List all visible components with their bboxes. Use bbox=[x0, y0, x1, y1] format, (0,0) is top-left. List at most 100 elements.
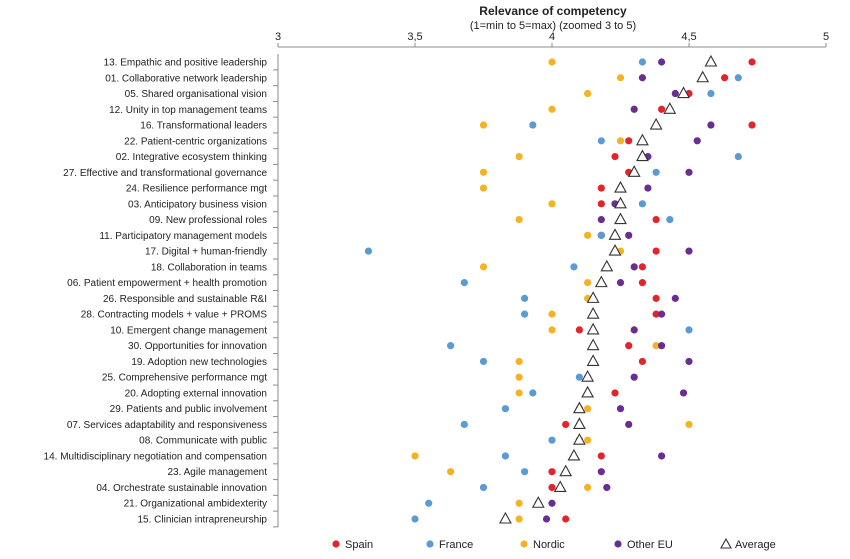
data-point-spain bbox=[597, 184, 605, 192]
data-point-spain bbox=[625, 342, 633, 350]
data-point-average bbox=[635, 133, 649, 146]
data-point-france bbox=[447, 342, 455, 350]
data-point-nordic bbox=[515, 357, 523, 366]
data-point-average bbox=[663, 102, 677, 114]
data-point-average bbox=[608, 243, 622, 256]
data-point-nordic bbox=[584, 405, 592, 413]
data-point-spain bbox=[548, 483, 556, 492]
category-label: 20. Adopting external innovation bbox=[125, 388, 267, 399]
data-point-nordic bbox=[548, 310, 556, 318]
category-label: 18. Collaboration in teams bbox=[151, 262, 267, 273]
category-label: 25. Comprehensive performance mgt bbox=[102, 373, 267, 384]
legend-label: Average bbox=[735, 539, 776, 551]
data-point-france bbox=[548, 436, 556, 444]
data-point-average bbox=[614, 196, 627, 209]
data-point-other-eu bbox=[707, 121, 715, 129]
data-point-nordic bbox=[652, 342, 660, 350]
series-spain bbox=[534, 58, 756, 523]
data-point-nordic bbox=[616, 137, 625, 145]
data-point-other-eu bbox=[685, 247, 693, 255]
data-point-average bbox=[559, 464, 573, 477]
legend-marker bbox=[614, 540, 622, 548]
data-point-nordic bbox=[548, 200, 556, 208]
category-label: 29. Patients and public involvement bbox=[110, 404, 268, 415]
data-point-average bbox=[627, 165, 641, 177]
data-point-france bbox=[529, 389, 537, 397]
data-point-france bbox=[638, 200, 647, 208]
category-label: 09. New professional roles bbox=[149, 215, 267, 226]
data-point-average bbox=[498, 511, 512, 524]
data-point-other-eu bbox=[685, 168, 693, 176]
data-point-average bbox=[649, 117, 663, 130]
data-point-france bbox=[570, 263, 578, 271]
data-point-france bbox=[597, 137, 605, 145]
data-point-france bbox=[734, 152, 742, 161]
x-tick-label: 4,5 bbox=[681, 31, 696, 43]
data-point-other-eu bbox=[679, 389, 688, 397]
legend-marker bbox=[520, 540, 528, 548]
data-point-other-eu bbox=[630, 326, 638, 334]
category-label: 12. Unity in top management teams bbox=[109, 105, 267, 116]
data-point-nordic bbox=[515, 499, 523, 507]
category-labels: 13. Empathic and positive leadership 01. … bbox=[44, 58, 278, 528]
legend-label: Spain bbox=[345, 539, 373, 551]
data-point-average bbox=[572, 433, 586, 445]
category-label: 10. Emergent change management bbox=[110, 325, 267, 336]
data-point-other-eu bbox=[625, 231, 633, 239]
data-point-other-eu bbox=[630, 263, 638, 271]
legend: Spain France Nordic Other EU Average bbox=[332, 537, 776, 551]
category-label: 05. Shared organisational vision bbox=[125, 89, 267, 100]
data-point-average bbox=[696, 70, 710, 83]
category-label: 15. Clinician intrapreneurship bbox=[137, 515, 267, 526]
data-point-spain bbox=[611, 152, 619, 161]
data-point-spain bbox=[638, 279, 647, 287]
category-label: 02. Integrative ecosystem thinking bbox=[116, 152, 267, 163]
data-point-france bbox=[685, 326, 693, 334]
data-point-france bbox=[652, 168, 660, 176]
data-point-other-eu bbox=[625, 420, 633, 429]
x-axis: 3 3,5 4 4,5 5 bbox=[275, 31, 829, 527]
data-point-france bbox=[521, 294, 529, 302]
category-label: 11. Participatory management models bbox=[99, 231, 267, 242]
data-point-nordic bbox=[515, 373, 523, 381]
category-label: 21. Organizational ambidexterity bbox=[124, 499, 267, 510]
legend-marker bbox=[332, 540, 340, 548]
data-point-france bbox=[521, 310, 529, 318]
data-point-france bbox=[479, 483, 488, 492]
data-point-other-eu bbox=[616, 405, 625, 413]
legend-label: Nordic bbox=[533, 539, 565, 551]
chart-subtitle: (1=min to 5=max) (zoomed 3 to 5) bbox=[470, 20, 636, 32]
data-point-other-eu bbox=[658, 58, 666, 66]
category-label: 19. Adoption new technologies bbox=[131, 357, 267, 368]
data-point-nordic bbox=[685, 420, 693, 429]
legend-marker bbox=[426, 540, 434, 548]
category-label: 04. Orchestrate sustainable innovation bbox=[96, 483, 267, 494]
data-point-spain bbox=[652, 294, 660, 302]
legend-item: Average bbox=[720, 537, 776, 551]
data-point-other-eu bbox=[671, 89, 679, 98]
data-point-average bbox=[614, 212, 627, 225]
data-point-average bbox=[586, 291, 600, 303]
data-point-average bbox=[614, 180, 627, 193]
data-point-average bbox=[608, 228, 622, 240]
data-point-spain bbox=[638, 357, 647, 366]
data-point-nordic bbox=[515, 215, 523, 224]
data-point-france bbox=[734, 74, 742, 82]
data-point-other-eu bbox=[644, 184, 652, 192]
data-point-average bbox=[581, 370, 595, 382]
data-point-average bbox=[572, 401, 586, 414]
x-tick-label: 3,5 bbox=[407, 31, 422, 43]
category-label: 06. Patient empowerment + health promoti… bbox=[67, 278, 267, 289]
data-point-france bbox=[638, 58, 647, 66]
data-point-other-eu bbox=[597, 468, 605, 476]
data-point-other-eu bbox=[658, 310, 666, 318]
data-point-spain bbox=[625, 137, 633, 145]
data-point-nordic bbox=[584, 436, 592, 444]
data-point-spain bbox=[748, 58, 756, 66]
data-point-france bbox=[479, 357, 488, 366]
data-point-other-eu bbox=[630, 373, 638, 381]
series-average bbox=[498, 54, 718, 524]
data-point-other-eu bbox=[548, 499, 556, 507]
legend-label: Other EU bbox=[627, 539, 673, 551]
category-label: 17. Digital + human-friendly bbox=[145, 247, 267, 258]
